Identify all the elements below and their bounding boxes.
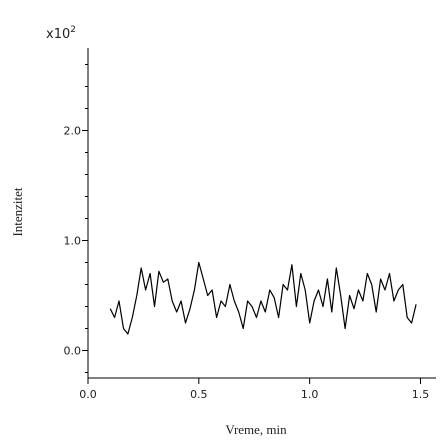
y-multiplier: x102: [46, 25, 76, 42]
y-tick-label: 1.0: [64, 235, 82, 248]
x-tick-label: 0.5: [190, 388, 208, 401]
x-axis-label: Vreme, min: [225, 422, 287, 437]
x-tick-label: 1.0: [301, 388, 319, 401]
data-line: [109, 261, 417, 335]
y-tick-label: 2.0: [64, 125, 82, 138]
y-tick-label: 0.0: [64, 345, 82, 358]
multiplier-exponent: 2: [70, 25, 76, 35]
x-tick-label: 0.0: [79, 388, 97, 401]
multiplier-base: x10: [46, 27, 70, 42]
y-axis-label: Intenzitet: [10, 187, 25, 236]
x-tick-label: 1.5: [412, 388, 430, 401]
